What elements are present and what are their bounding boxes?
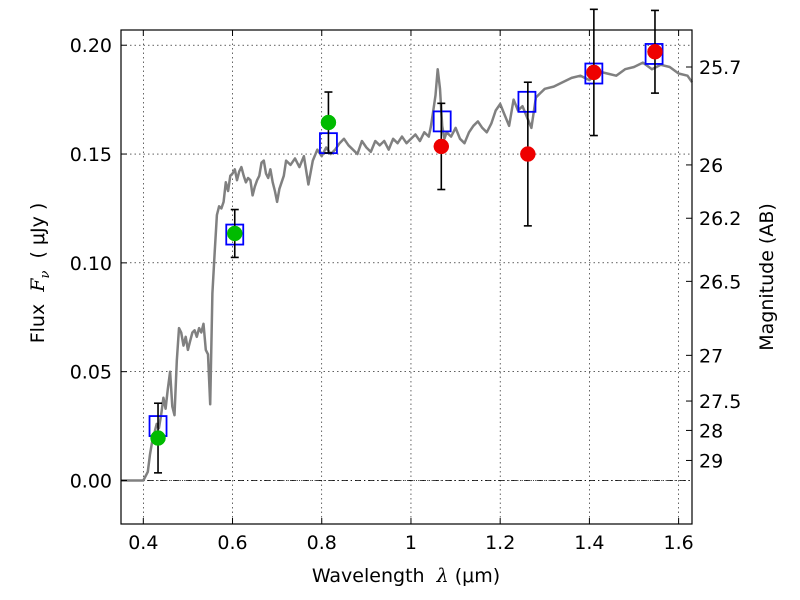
observed-flux-point (520, 146, 536, 162)
y2-axis-title: Magnitude (AB) (756, 203, 778, 351)
y2-tick-label: 25.7 (699, 57, 741, 79)
observed-flux-point (150, 430, 166, 446)
series-layer (121, 8, 694, 482)
y-tick-label: 0.10 (70, 253, 112, 275)
observed-flux-point (227, 225, 243, 242)
y2-tick-label: 27.5 (699, 391, 741, 413)
x-tick-label: 1.2 (485, 532, 515, 554)
y-tick-label: 0.00 (70, 470, 112, 492)
y2-tick-label: 29 (699, 450, 723, 472)
model-flux-square (517, 90, 537, 113)
grid (121, 30, 692, 524)
x-tick-label: 1.4 (574, 532, 604, 554)
x-axis-title: Wavelength λ (μm) (312, 565, 500, 587)
y2-tick-label: 28 (699, 420, 723, 442)
observed-flux-point (586, 64, 602, 81)
y2-tick-label: 27 (699, 345, 723, 367)
y2-tick-label: 26.2 (699, 208, 741, 230)
y2-tick-label: 26 (699, 155, 723, 177)
x-tick-label: 0.6 (217, 532, 247, 554)
y-axis-title: Flux Fν ( μJy ) (27, 203, 53, 344)
y-tick-label: 0.15 (70, 144, 112, 166)
ticks: 0.4 0.6 0.8 1 1.2 1.4 1.6 0.00 0.05 0.10 0.15 0.20 2… (70, 30, 741, 554)
observed-flux-point (647, 44, 663, 60)
x-tick-label: 0.8 (307, 532, 337, 554)
y2-tick-label: 26.5 (699, 271, 741, 293)
plot-frame (120, 29, 693, 525)
y-tick-label: 0.20 (70, 35, 112, 57)
model-flux-square (432, 110, 452, 133)
observed-flux-point (320, 114, 337, 131)
observed-flux-point (433, 138, 450, 155)
model-flux-square (644, 43, 664, 65)
x-tick-label: 1 (405, 532, 417, 554)
x-tick-label: 1.6 (664, 532, 694, 554)
sed-model-line (121, 61, 694, 482)
x-tick-label: 0.4 (128, 532, 158, 554)
y-tick-label: 0.05 (70, 362, 112, 384)
